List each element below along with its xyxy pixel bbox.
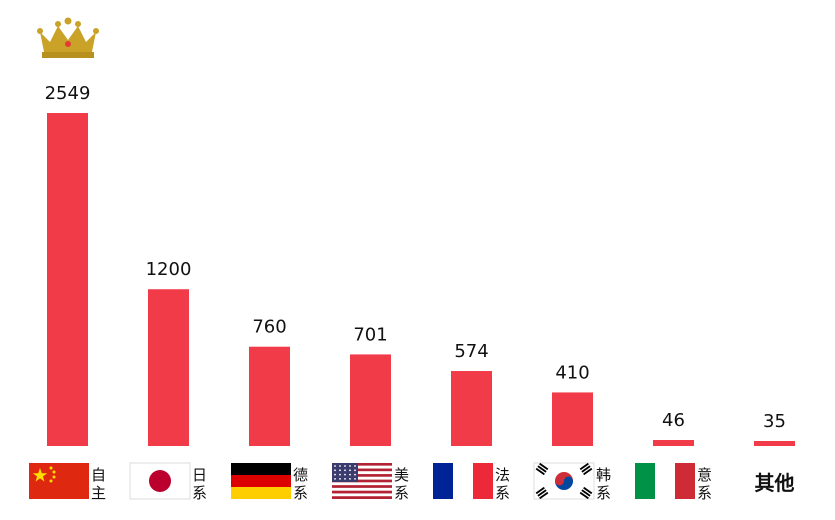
category-label-5: 韩系 <box>596 466 611 502</box>
bars-group <box>47 113 795 446</box>
bar-6 <box>653 439 694 446</box>
bar-5 <box>552 392 593 446</box>
category-label-1: 日系 <box>192 466 207 502</box>
value-label-0: 2549 <box>45 83 91 104</box>
italy-flag-icon <box>635 463 695 499</box>
bar-4 <box>451 371 492 446</box>
category-label-2: 德系 <box>293 466 308 502</box>
bar-2 <box>249 346 290 446</box>
value-label-6: 46 <box>662 410 685 431</box>
bar-3 <box>350 354 391 446</box>
category-label-7: 其他 <box>755 471 795 495</box>
japan-flag-icon <box>129 462 191 500</box>
france-flag-icon <box>433 463 493 499</box>
bar-7 <box>754 441 795 446</box>
china-flag-icon <box>29 463 89 499</box>
category-label-3: 美系 <box>394 466 409 502</box>
value-labels-group: 2549 1200 760 701 574 410 46 35 <box>45 83 786 432</box>
korea-flag-icon <box>533 462 595 500</box>
bar-0 <box>47 113 88 446</box>
category-label-6: 意系 <box>697 466 712 502</box>
category-label-4: 法系 <box>495 466 510 502</box>
value-label-3: 701 <box>353 324 387 345</box>
value-label-2: 760 <box>252 317 286 338</box>
category-label-0: 自主 <box>91 466 106 502</box>
value-label-7: 35 <box>763 411 786 432</box>
value-label-1: 1200 <box>146 259 192 280</box>
category-labels-group: 自主 日系 德系 美系 法系 韩系 意系 其他 <box>29 462 795 502</box>
germany-flag-icon <box>231 463 291 499</box>
crown-icon <box>37 17 99 58</box>
value-label-4: 574 <box>454 341 488 362</box>
usa-flag-icon <box>332 463 392 499</box>
bar-1 <box>148 289 189 446</box>
value-label-5: 410 <box>555 362 589 383</box>
